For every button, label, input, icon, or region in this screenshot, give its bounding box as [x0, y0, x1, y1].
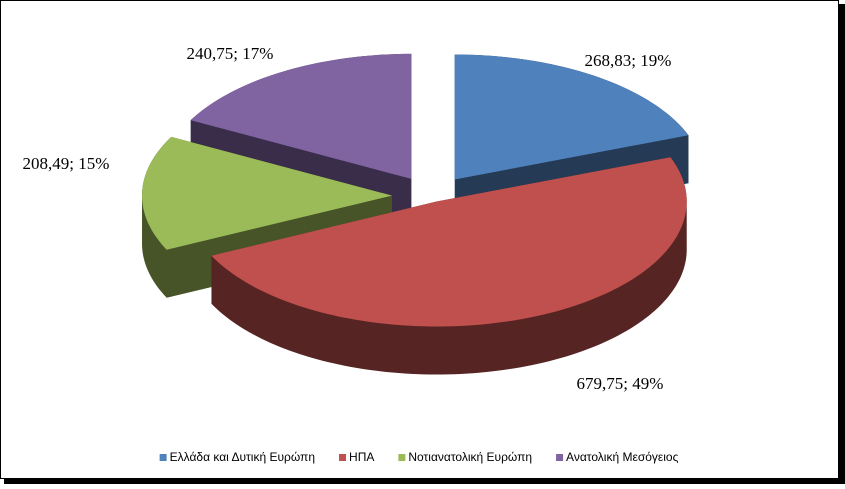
legend-swatch [159, 454, 167, 461]
slice [454, 54, 689, 180]
legend-label: Νοτιανατολική Ευρώπη [408, 450, 532, 464]
pie [142, 53, 689, 375]
data-label: 240,75; 17% [187, 44, 274, 63]
legend-label: ΗΠΑ [349, 450, 374, 464]
data-label: 679,75; 49% [577, 374, 664, 393]
legend-swatch [339, 454, 347, 461]
frame-shadow [4, 479, 845, 484]
legend-swatch [556, 454, 564, 461]
legend: Ελλάδα και Δυτική Ευρώπη ΗΠΑ Νοτιανατολική… [159, 450, 679, 464]
legend-swatch [398, 454, 406, 461]
legend-label: Ελλάδα και Δυτική Ευρώπη [170, 450, 315, 464]
slice [190, 53, 412, 179]
slice [211, 157, 687, 327]
data-label: 268,83; 19% [585, 51, 672, 70]
slice [142, 136, 392, 250]
frame-shadow [839, 4, 845, 484]
data-label: 208,49; 15% [23, 154, 110, 173]
legend-label: Ανατολική Μεσόγειος [566, 450, 679, 464]
